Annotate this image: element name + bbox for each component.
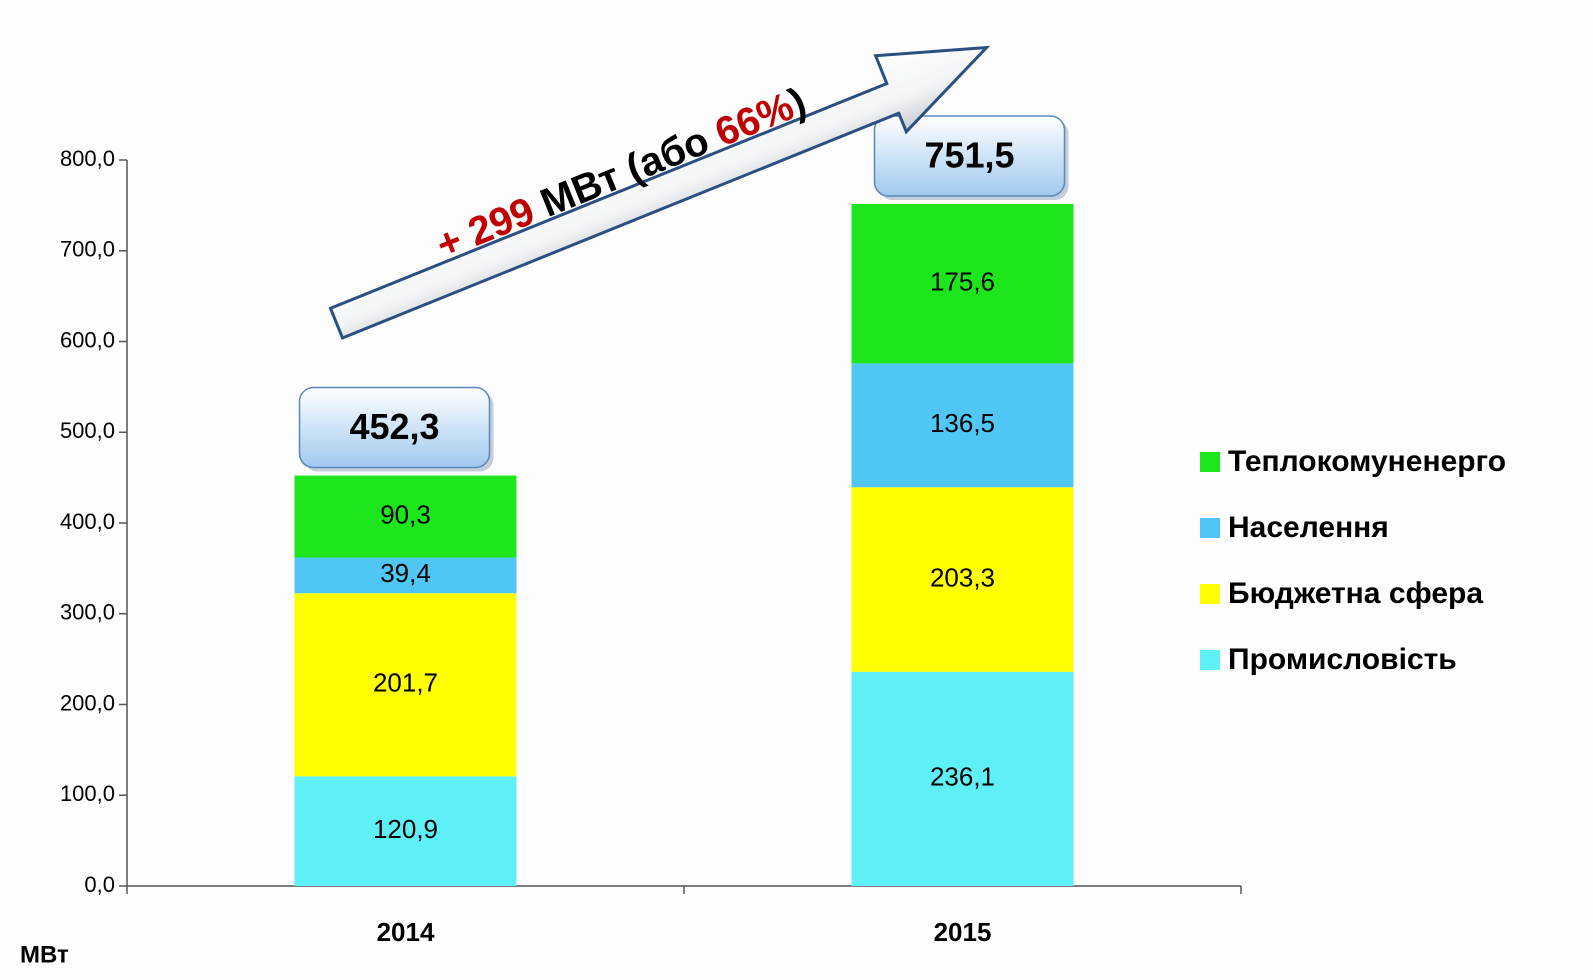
bar-segment [294,557,517,594]
legend-label: Промисловість [1228,643,1457,676]
total-box-frame [298,386,491,469]
bar-segment [851,487,1074,672]
bar-segment [294,776,517,886]
y-axis-label: МВт [20,941,69,968]
y-tick-label: 100,0 [60,781,115,806]
legend-swatch [1200,650,1220,670]
x-tick-label: 2014 [377,917,435,947]
y-tick-label: 0,0 [84,872,115,897]
data-label: 39,4 [380,558,431,588]
legend-label: Населення [1228,511,1389,544]
bar-segment [851,204,1074,364]
y-tick-label: 600,0 [60,327,115,352]
bar-segment [294,593,517,777]
bar-segment [851,363,1074,488]
data-label: 175,6 [930,267,995,297]
data-label: 90,3 [380,499,431,529]
total-box: 452,3 [298,386,494,472]
legend-label: Теплокомуненерго [1228,445,1506,478]
y-tick-label: 200,0 [60,690,115,715]
data-label: 201,7 [373,668,438,698]
y-tick-label: 400,0 [60,509,115,534]
total-label: 452,3 [349,406,439,447]
total-box: 751,5 [873,115,1069,201]
y-tick-label: 300,0 [60,600,115,625]
legend-swatch [1200,452,1220,472]
data-label: 120,9 [373,814,438,844]
y-tick-label: 800,0 [60,146,115,171]
y-tick-label: 700,0 [60,237,115,262]
total-box-frame [873,115,1066,197]
data-label: 236,1 [930,762,995,792]
y-tick-label: 500,0 [60,418,115,443]
data-label: 136,5 [930,408,995,438]
bar-segment [294,475,517,558]
legend-swatch [1200,584,1220,604]
arrow-shape [328,45,991,340]
total-label: 751,5 [924,135,1014,176]
x-tick-label: 2015 [934,917,992,947]
legend-swatch [1200,518,1220,538]
data-label: 203,3 [930,562,995,592]
legend-label: Бюджетна сфера [1228,577,1483,610]
bar-segment [851,671,1074,886]
